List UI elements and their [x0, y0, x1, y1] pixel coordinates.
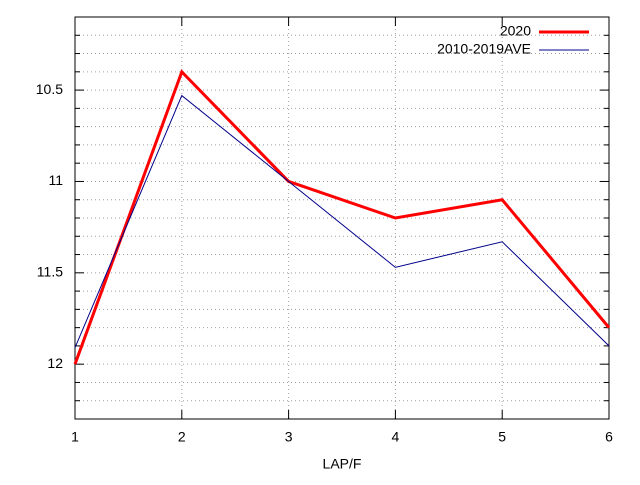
y-tick-label: 11.5	[37, 264, 63, 280]
series-line	[73, 69, 611, 365]
y-tick-label: 12	[47, 355, 63, 371]
x-axis-label: LAP/F	[323, 456, 362, 472]
x-tick-label: 6	[605, 429, 613, 445]
x-tick-label: 1	[71, 429, 79, 445]
x-tick-label: 3	[285, 429, 293, 445]
series-line	[74, 94, 610, 348]
plot-frame	[74, 16, 610, 420]
legend-label: 2010-2019AVE	[437, 41, 531, 57]
x-tick-label: 5	[498, 429, 506, 445]
y-tick-label: 11	[48, 172, 63, 188]
x-tick-label: 4	[392, 429, 400, 445]
legend-label: 2020	[500, 23, 531, 39]
y-tick-label: 10.5	[36, 81, 63, 97]
x-tick-label: 2	[178, 429, 186, 445]
